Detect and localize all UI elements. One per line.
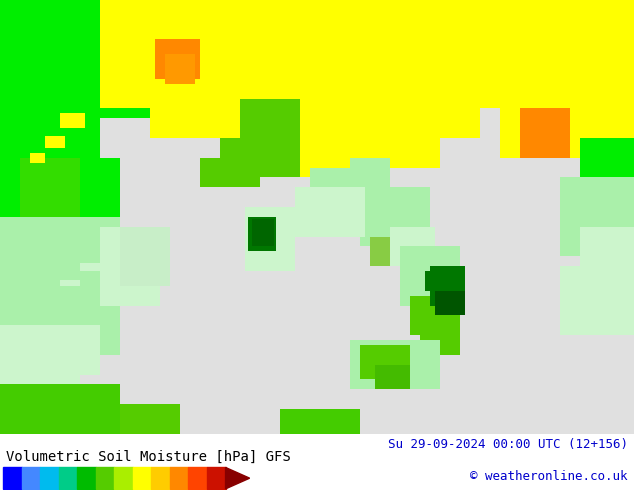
Bar bbox=[152, 467, 170, 489]
Text: Volumetric Soil Moisture [hPa] GFS: Volumetric Soil Moisture [hPa] GFS bbox=[6, 449, 291, 464]
Bar bbox=[350, 340, 440, 389]
Bar bbox=[560, 177, 634, 256]
Bar bbox=[300, 138, 380, 177]
Bar bbox=[0, 89, 100, 168]
Bar bbox=[114, 467, 133, 489]
Bar bbox=[295, 192, 315, 222]
Bar bbox=[188, 467, 207, 489]
Bar bbox=[420, 325, 460, 355]
Bar bbox=[165, 54, 195, 84]
Bar bbox=[0, 355, 80, 394]
Bar bbox=[252, 219, 274, 246]
Text: Su 29-09-2024 00:00 UTC (12+156): Su 29-09-2024 00:00 UTC (12+156) bbox=[387, 438, 628, 451]
Bar bbox=[360, 345, 410, 379]
Bar bbox=[350, 158, 390, 217]
Bar bbox=[0, 0, 160, 118]
Bar bbox=[295, 187, 365, 237]
Bar bbox=[0, 217, 120, 355]
Bar bbox=[0, 384, 120, 434]
Bar bbox=[240, 98, 300, 148]
Bar bbox=[170, 467, 188, 489]
Bar bbox=[520, 108, 570, 158]
Bar bbox=[133, 467, 152, 489]
Bar bbox=[435, 291, 465, 316]
Bar bbox=[248, 217, 276, 251]
Bar bbox=[120, 227, 170, 286]
Bar bbox=[30, 153, 45, 163]
Bar bbox=[155, 39, 200, 79]
Bar bbox=[3, 467, 22, 489]
Bar bbox=[425, 271, 445, 291]
Bar bbox=[270, 98, 400, 158]
Bar bbox=[360, 207, 395, 246]
Bar bbox=[580, 227, 634, 286]
Bar bbox=[500, 89, 634, 158]
Bar bbox=[0, 158, 120, 256]
Bar bbox=[280, 409, 360, 434]
Bar bbox=[430, 266, 465, 306]
Bar bbox=[220, 138, 300, 177]
Bar bbox=[60, 113, 85, 128]
Text: © weatheronline.co.uk: © weatheronline.co.uk bbox=[470, 470, 628, 483]
Bar bbox=[22, 467, 40, 489]
Bar bbox=[150, 89, 480, 138]
Bar bbox=[380, 118, 440, 168]
Bar bbox=[380, 187, 430, 237]
Bar bbox=[400, 246, 460, 306]
Bar bbox=[20, 158, 80, 237]
Bar bbox=[410, 295, 460, 335]
Bar bbox=[310, 168, 390, 227]
Bar bbox=[370, 237, 400, 266]
Bar bbox=[450, 0, 634, 108]
Bar bbox=[40, 467, 59, 489]
Bar bbox=[0, 158, 80, 217]
Bar bbox=[390, 227, 435, 266]
Bar bbox=[96, 467, 114, 489]
Polygon shape bbox=[226, 467, 250, 489]
Bar bbox=[0, 325, 100, 374]
Bar bbox=[60, 280, 80, 286]
Bar bbox=[0, 404, 180, 434]
Bar bbox=[45, 136, 65, 148]
Bar bbox=[77, 467, 96, 489]
Bar bbox=[100, 227, 160, 306]
Bar bbox=[0, 227, 80, 286]
Bar bbox=[580, 98, 634, 177]
Bar bbox=[59, 467, 77, 489]
Bar bbox=[200, 158, 260, 187]
Bar bbox=[560, 266, 634, 335]
Bar bbox=[207, 467, 226, 489]
Bar bbox=[245, 207, 295, 271]
Bar bbox=[570, 79, 634, 138]
Bar bbox=[100, 0, 480, 108]
Bar bbox=[80, 263, 105, 271]
Bar bbox=[375, 365, 410, 389]
